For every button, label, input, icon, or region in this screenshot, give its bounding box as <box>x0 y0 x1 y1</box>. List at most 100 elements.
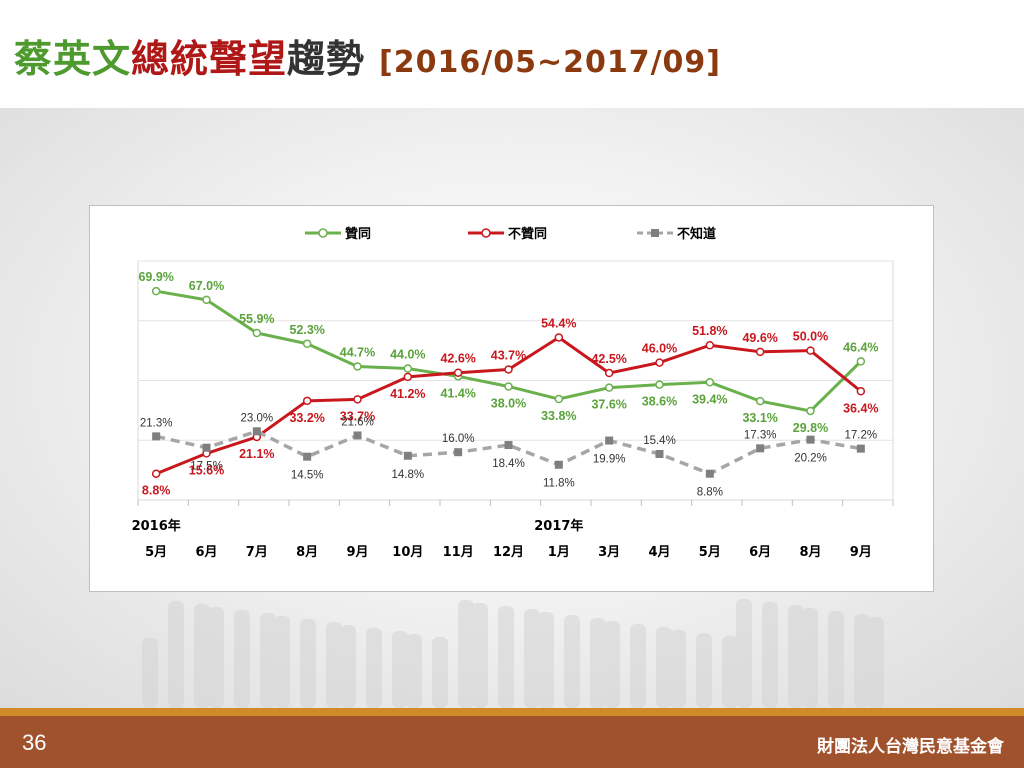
crowd-figure <box>326 622 342 708</box>
x-tick-label: 7月 <box>246 545 268 560</box>
x-tick-label: 10月 <box>392 545 423 560</box>
data-label: 14.5% <box>291 470 324 482</box>
data-label: 8.8% <box>697 487 723 499</box>
chart-series <box>151 286 866 478</box>
data-point <box>806 346 815 355</box>
crowd-silhouette-decoration <box>142 599 884 708</box>
data-point <box>554 460 563 469</box>
slide-header: 蔡英文總統聲望趨勢 [2016/05~2017/09] <box>0 0 1024 108</box>
data-label: 42.6% <box>440 352 475 366</box>
crowd-figure <box>458 600 474 708</box>
x-tick-label: 8月 <box>799 545 821 560</box>
data-point <box>504 365 513 374</box>
data-label: 33.8% <box>541 409 576 423</box>
crowd-figure <box>208 607 224 708</box>
title-period: [2016/05~2017/09] <box>379 45 722 80</box>
data-point <box>353 362 362 371</box>
data-point <box>151 286 161 296</box>
data-label: 33.1% <box>742 411 777 425</box>
crowd-figure <box>392 631 408 708</box>
crowd-figure <box>762 602 778 708</box>
data-label: 33.2% <box>289 411 324 425</box>
data-point <box>504 382 513 391</box>
data-label: 29.8% <box>793 421 828 435</box>
data-label: 54.4% <box>541 316 576 330</box>
x-tick-label: 5月 <box>145 545 167 560</box>
crowd-figure <box>538 612 554 708</box>
x-tick-label: 11月 <box>443 545 474 560</box>
data-point <box>655 380 664 389</box>
x-tick-label: 6月 <box>195 545 217 560</box>
data-label: 37.6% <box>591 398 626 412</box>
footer-accent-stripe <box>0 708 1024 716</box>
series-line <box>155 429 862 476</box>
data-label: 33.7% <box>340 409 375 423</box>
data-point <box>856 444 865 453</box>
year-label: 2016年 <box>132 518 181 534</box>
data-point <box>655 358 664 367</box>
data-point <box>806 406 815 416</box>
crowd-figure <box>828 611 844 708</box>
crowd-figure <box>868 617 884 708</box>
data-label: 21.3% <box>140 417 173 429</box>
crowd-figure <box>142 638 158 708</box>
x-tick-label: 3月 <box>598 545 620 560</box>
data-label: 21.1% <box>239 447 274 461</box>
data-label: 11.8% <box>543 478 575 490</box>
x-tick-label: 9月 <box>346 545 368 560</box>
data-point <box>604 368 614 378</box>
data-point <box>705 340 715 350</box>
crowd-figure <box>406 634 422 708</box>
data-label: 69.9% <box>138 270 173 284</box>
crowd-figure <box>366 628 382 708</box>
data-point <box>705 469 714 478</box>
x-tick-label: 9月 <box>850 545 872 560</box>
data-point <box>604 383 614 392</box>
crowd-figure <box>168 601 184 708</box>
data-label: 44.7% <box>340 345 375 359</box>
data-point <box>353 431 362 440</box>
data-label: 17.3% <box>744 429 777 441</box>
data-point <box>453 368 463 377</box>
crowd-figure <box>340 625 356 708</box>
chart-legend: 贊同 不贊同 不知道 <box>305 226 716 242</box>
data-point <box>755 396 765 406</box>
data-point <box>303 452 312 461</box>
legend-marker <box>651 229 659 237</box>
data-point <box>554 333 564 342</box>
chart-gridlines <box>137 260 894 506</box>
data-point <box>554 394 564 404</box>
data-label: 18.4% <box>492 458 525 470</box>
data-point <box>403 372 413 382</box>
crowd-figure <box>194 604 210 708</box>
data-point <box>152 432 161 441</box>
crowd-figure <box>234 610 250 708</box>
legend-label: 贊同 <box>345 226 371 242</box>
data-label: 42.5% <box>591 352 626 366</box>
crowd-figure <box>630 624 646 708</box>
data-label: 19.9% <box>593 454 626 466</box>
crowd-figure <box>788 605 804 708</box>
data-label: 36.4% <box>843 401 878 415</box>
legend-label: 不知道 <box>677 226 716 242</box>
data-label: 46.4% <box>843 340 878 354</box>
data-point <box>755 347 765 357</box>
data-label: 41.4% <box>440 386 475 400</box>
crowd-figure <box>564 615 580 708</box>
data-label: 15.4% <box>643 435 676 447</box>
x-tick-label: 5月 <box>699 545 721 560</box>
slide-title: 蔡英文總統聲望趨勢 [2016/05~2017/09] <box>14 28 721 83</box>
legend-marker <box>481 228 491 238</box>
data-point <box>705 378 715 387</box>
title-part-name: 蔡英文 <box>14 37 132 81</box>
data-label: 23.0% <box>241 412 274 424</box>
title-part-topic: 總統聲望 <box>131 37 288 81</box>
data-point <box>302 339 312 349</box>
data-point <box>403 451 412 460</box>
data-point <box>806 435 815 444</box>
data-label: 51.8% <box>692 324 727 338</box>
crowd-figure <box>604 621 620 708</box>
data-point <box>756 444 765 453</box>
crowd-figure <box>524 609 540 708</box>
data-point <box>202 443 211 452</box>
